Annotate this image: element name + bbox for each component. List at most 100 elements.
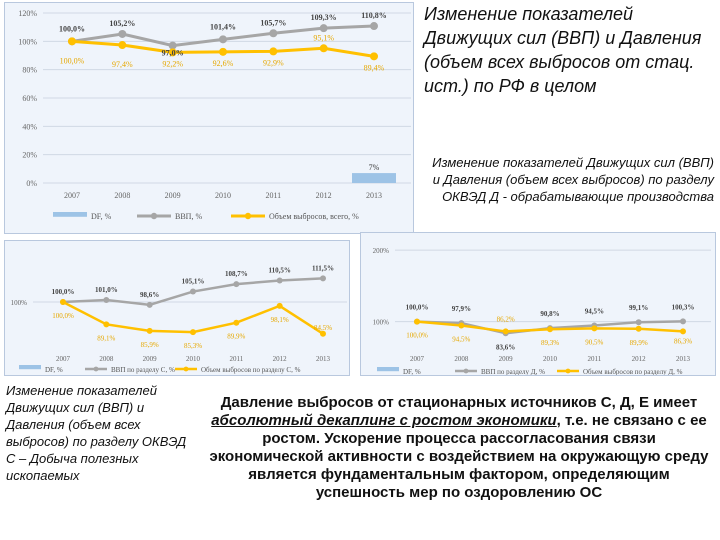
x-tick-label: 2010 xyxy=(215,191,231,200)
gdp-data-label: 98,6% xyxy=(140,291,159,299)
legend-label: Объем выбросов по разделу Д, % xyxy=(583,368,683,376)
gdp-data-label: 100,0% xyxy=(406,304,429,312)
gdp-point xyxy=(233,281,240,288)
gdp-data-label: 101,0% xyxy=(95,286,118,294)
emissions-data-label: 86,2% xyxy=(497,315,515,323)
gdp-point xyxy=(276,277,283,284)
legend-df-swatch xyxy=(377,367,399,372)
x-tick-label: 2008 xyxy=(114,191,130,200)
conclusion-part1: Давление выбросов от стационарных источн… xyxy=(220,394,698,411)
gdp-point xyxy=(219,35,227,44)
y-tick-label: 0% xyxy=(26,179,37,188)
emissions-data-label: 85,9% xyxy=(141,341,159,349)
x-tick-label: 2009 xyxy=(499,355,514,363)
gdp-point xyxy=(168,41,177,50)
gdp-data-label: 105,1% xyxy=(182,278,205,286)
emissions-data-label: 97,4% xyxy=(112,60,133,69)
gdp-data-label: 94,5% xyxy=(585,308,604,316)
emissions-data-label: 86,3% xyxy=(674,337,692,345)
caption-section-d: Изменение показателей Движущих сил (ВВП)… xyxy=(432,155,714,204)
x-tick-label: 2007 xyxy=(56,355,71,363)
chart-section-d: 200%100%20072008200920102011201220134%10… xyxy=(360,232,716,376)
x-tick-label: 2011 xyxy=(229,355,243,363)
emissions-data-label: 100,0% xyxy=(406,332,428,340)
emissions-point xyxy=(219,47,227,56)
conclusion-emphasis: абсолютный декаплинг с ростом экономики xyxy=(211,412,557,429)
legend-gdp-marker xyxy=(93,366,99,372)
emissions-data-label: 89,9% xyxy=(227,333,245,341)
gdp-data-label: 100,0% xyxy=(52,288,75,296)
emissions-data-label: 89,4% xyxy=(364,63,385,72)
emissions-point xyxy=(146,327,153,334)
x-tick-label: 2009 xyxy=(143,355,158,363)
legend-gdp-marker xyxy=(150,212,158,220)
x-tick-label: 2013 xyxy=(676,355,691,363)
emissions-data-label: 92,2% xyxy=(162,59,183,68)
x-tick-label: 2011 xyxy=(265,191,281,200)
emissions-point xyxy=(458,322,465,329)
emissions-data-label: 85,3% xyxy=(184,342,202,350)
df-bar xyxy=(352,173,396,183)
legend-em-marker xyxy=(244,212,252,220)
gdp-data-label: 100,3% xyxy=(672,303,695,311)
gdp-data-label: 109,3% xyxy=(311,13,337,22)
emissions-data-label: 100,0% xyxy=(60,56,85,65)
chart-rf-svg: 0% 20% 40% 60% 80% 100% 120% 2007 2008 2009 2010 20… xyxy=(18,9,411,221)
emissions-data-label: 89,1% xyxy=(97,334,115,342)
emissions-data-label: 90,5% xyxy=(585,338,603,346)
caption-section-c: Изменение показателей Движущих сил (ВВП)… xyxy=(6,383,187,483)
x-tick-label: 2012 xyxy=(273,355,288,363)
y-tick-label: 200% xyxy=(373,247,390,255)
emissions-point xyxy=(502,328,509,335)
gdp-data-label: 111,5% xyxy=(312,264,334,272)
x-tick-label: 2010 xyxy=(186,355,201,363)
legend-gdp-marker xyxy=(463,368,469,374)
gdp-point xyxy=(190,288,196,295)
gdp-data-label: 110,8% xyxy=(361,11,387,20)
emissions-point xyxy=(414,318,420,325)
chart-c-svg: 100%20072008200920102011201220131%100,0%… xyxy=(11,264,347,374)
y-tick-label: 80% xyxy=(22,66,37,75)
conclusion-text: Давление выбросов от стационарных источн… xyxy=(204,394,714,502)
legend-label: ВВП, % xyxy=(175,212,202,221)
gdp-point xyxy=(680,318,686,325)
chart-section-c: 100%20072008200920102011201220131%100,0%… xyxy=(4,240,350,376)
emissions-data-label: 92,9% xyxy=(263,58,284,67)
emissions-point xyxy=(635,325,642,332)
caption-rf: Изменение показателей Движущих сил (ВВП)… xyxy=(424,4,702,96)
gdp-data-label: 97,0% xyxy=(162,49,184,58)
x-tick-label: 2008 xyxy=(99,355,114,363)
gdp-data-label: 101,4% xyxy=(210,22,236,31)
gdp-data-label: 110,5% xyxy=(268,266,290,274)
emissions-point xyxy=(103,321,110,328)
x-tick-label: 2012 xyxy=(632,355,647,363)
gdp-data-label: 83,6% xyxy=(496,343,515,351)
emissions-data-label: 95,1% xyxy=(313,33,334,42)
gdp-point xyxy=(118,29,127,38)
emissions-data-label: 84,5% xyxy=(314,324,332,332)
chart-rf: 0% 20% 40% 60% 80% 100% 120% 2007 2008 2009 2010 20… xyxy=(4,2,414,234)
emissions-data-label: 89,3% xyxy=(541,339,559,347)
x-tick-label: 2007 xyxy=(410,355,425,363)
gdp-data-label: 108,7% xyxy=(225,270,248,278)
gdp-data-label: 105,7% xyxy=(260,18,286,27)
conclusion-part2: , т.е. не связано с ее ростом. Ускорение… xyxy=(209,412,709,501)
x-tick-label: 2010 xyxy=(543,355,558,363)
y-tick-label: 100% xyxy=(373,319,390,327)
emissions-data-label: 89,9% xyxy=(630,339,648,347)
legend-label: ВВП по разделу С, % xyxy=(111,366,175,374)
x-tick-label: 2008 xyxy=(454,355,469,363)
legend-label: Объем выбросов по разделу С, % xyxy=(201,366,301,374)
gdp-point xyxy=(319,24,328,33)
gdp-data-label: 97,9% xyxy=(452,305,471,313)
gdp-point xyxy=(103,296,110,303)
emissions-data-label: 98,1% xyxy=(271,316,289,324)
emissions-point xyxy=(233,319,240,326)
gdp-point xyxy=(146,301,153,308)
y-tick-label: 60% xyxy=(22,94,37,103)
gdp-data-label: 105,2% xyxy=(109,19,135,28)
emissions-data-label: 94,5% xyxy=(452,336,470,344)
legend-em-marker xyxy=(565,368,571,374)
gdp-point xyxy=(635,319,642,326)
emissions-data-label: 92,6% xyxy=(213,59,234,68)
